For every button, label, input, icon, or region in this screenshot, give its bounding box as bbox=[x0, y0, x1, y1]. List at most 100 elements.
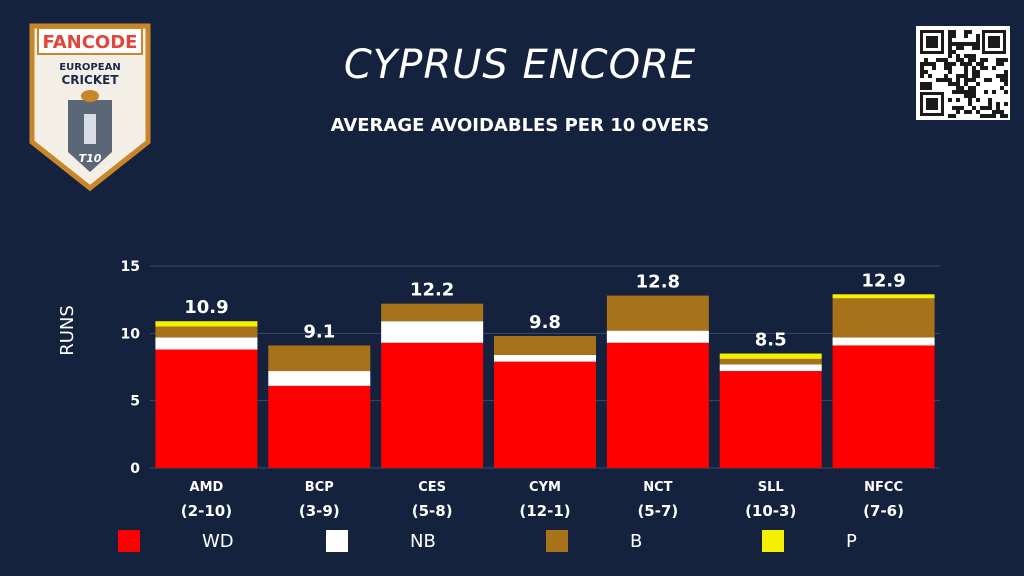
qr-module bbox=[952, 34, 956, 38]
qr-module bbox=[1004, 74, 1008, 78]
qr-module bbox=[960, 74, 964, 78]
qr-module bbox=[964, 74, 968, 78]
qr-module bbox=[992, 114, 996, 118]
logo-brand-text: FANCODE bbox=[43, 32, 138, 53]
qr-module bbox=[924, 82, 928, 86]
qr-module bbox=[964, 78, 968, 82]
qr-module bbox=[1004, 90, 1008, 94]
bar-segment-p bbox=[719, 353, 822, 359]
qr-module bbox=[948, 50, 952, 54]
legend-swatch bbox=[326, 530, 348, 552]
qr-module bbox=[924, 62, 928, 66]
qr-module bbox=[956, 58, 960, 62]
qr-module bbox=[988, 106, 992, 110]
qr-module bbox=[964, 94, 968, 98]
bar-total-label: 9.1 bbox=[303, 321, 335, 342]
qr-module bbox=[968, 94, 972, 98]
bar-segment-p bbox=[832, 294, 935, 299]
qr-module bbox=[1004, 78, 1008, 82]
qr-module bbox=[948, 82, 952, 86]
qr-module bbox=[928, 82, 932, 86]
chart-title: CYPRUS ENCORE bbox=[343, 42, 697, 88]
bar-total-label: 9.8 bbox=[529, 312, 561, 333]
bar-segment-wd bbox=[494, 361, 596, 468]
qr-module bbox=[952, 90, 956, 94]
qr-module bbox=[956, 78, 960, 82]
qr-module bbox=[964, 34, 968, 38]
x-tick-label: CYM bbox=[529, 480, 561, 495]
qr-module bbox=[984, 90, 988, 94]
trophy-icon bbox=[84, 114, 96, 144]
qr-module bbox=[968, 62, 972, 66]
qr-finder-core bbox=[988, 36, 1000, 48]
qr-module bbox=[944, 62, 948, 66]
qr-module bbox=[920, 86, 924, 90]
bar-segment-b bbox=[268, 345, 371, 372]
x-tick-label: BCP bbox=[305, 480, 334, 495]
qr-module bbox=[948, 38, 952, 42]
team-record-label: (12-1) bbox=[519, 502, 570, 520]
qr-module bbox=[956, 54, 960, 58]
qr-module bbox=[1004, 58, 1008, 62]
team-record-label: (3-9) bbox=[299, 502, 340, 520]
qr-module bbox=[960, 42, 964, 46]
legend: WD NB B P bbox=[0, 530, 1024, 564]
qr-module bbox=[968, 102, 972, 106]
qr-module bbox=[948, 54, 952, 58]
qr-module bbox=[972, 78, 976, 82]
bar-segment-wd bbox=[381, 342, 484, 468]
qr-module bbox=[1004, 114, 1008, 118]
qr-module bbox=[952, 50, 956, 54]
qr-module bbox=[928, 86, 932, 90]
qr-module bbox=[964, 66, 968, 70]
qr-module bbox=[924, 58, 928, 62]
qr-module bbox=[972, 106, 976, 110]
qr-module bbox=[996, 62, 1000, 66]
x-tick-label: AMD bbox=[190, 480, 224, 495]
qr-module bbox=[956, 110, 960, 114]
qr-module bbox=[960, 62, 964, 66]
team-record-label: (2-10) bbox=[181, 502, 232, 520]
qr-module bbox=[948, 114, 952, 118]
qr-module bbox=[952, 30, 956, 34]
bar-segment-b bbox=[155, 326, 258, 338]
qr-finder-core bbox=[926, 36, 938, 48]
qr-module bbox=[984, 114, 988, 118]
qr-module bbox=[984, 58, 988, 62]
y-tick-label: 0 bbox=[130, 461, 140, 477]
bar-segment-b bbox=[381, 303, 484, 322]
qr-module bbox=[968, 54, 972, 58]
qr-module bbox=[940, 58, 944, 62]
team-record-label: (5-7) bbox=[637, 502, 678, 520]
qr-module bbox=[976, 42, 980, 46]
y-tick-label: 15 bbox=[121, 259, 140, 275]
qr-module bbox=[968, 58, 972, 62]
qr-module bbox=[964, 110, 968, 114]
qr-module bbox=[984, 106, 988, 110]
bar-segment-b bbox=[832, 298, 935, 338]
bar-segment-wd bbox=[719, 371, 822, 468]
team-record-label: (7-6) bbox=[863, 502, 904, 520]
qr-module bbox=[976, 46, 980, 50]
qr-module bbox=[952, 62, 956, 66]
x-tick-label: CES bbox=[418, 480, 446, 495]
qr-module bbox=[948, 30, 952, 34]
qr-module bbox=[968, 98, 972, 102]
bar-total-label: 10.9 bbox=[184, 297, 228, 318]
bar-segment-nb bbox=[832, 337, 935, 346]
qr-module bbox=[936, 58, 940, 62]
qr-module bbox=[956, 42, 960, 46]
qr-module bbox=[980, 58, 984, 62]
qr-module bbox=[964, 42, 968, 46]
qr-module bbox=[980, 66, 984, 70]
qr-module bbox=[920, 70, 924, 74]
qr-module bbox=[920, 82, 924, 86]
stacked-bar-chart: 0 5 10 15 10.9 AMD (2-10) 9.1 BCP (3-9) 12.2 CES (5-… bbox=[121, 259, 940, 520]
qr-module bbox=[992, 90, 996, 94]
qr-module bbox=[936, 78, 940, 82]
bar-segment-nb bbox=[381, 321, 484, 343]
qr-code-icon bbox=[916, 26, 1010, 120]
bar-total-label: 12.2 bbox=[410, 280, 454, 301]
bar-segment-nb bbox=[606, 330, 709, 343]
qr-module bbox=[972, 46, 976, 50]
